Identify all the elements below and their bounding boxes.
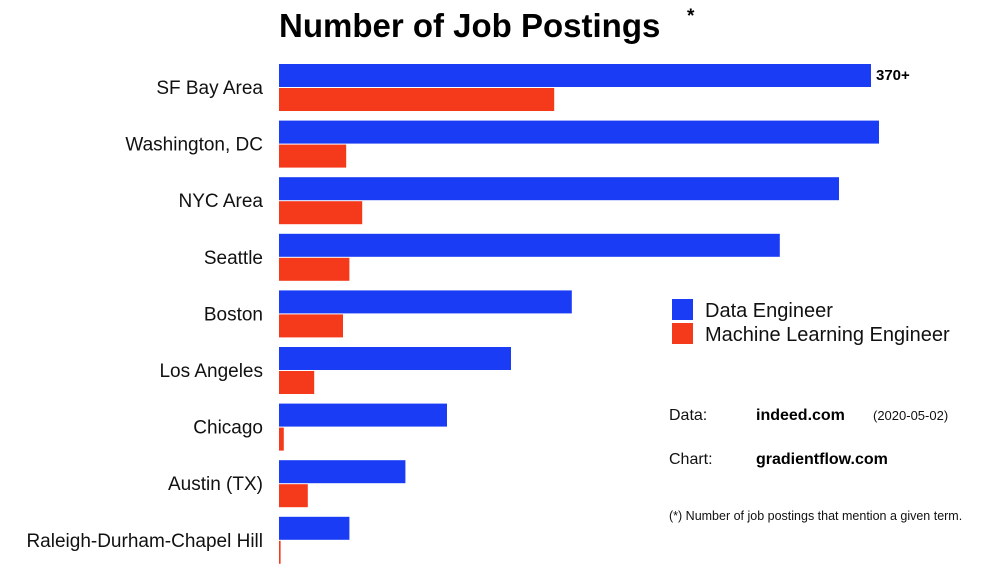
bar-machine-learning-engineer-seattle xyxy=(279,257,350,281)
data-source-key: Data: xyxy=(669,407,707,424)
category-label-sf-bay-area: SF Bay Area xyxy=(156,78,263,99)
bar-machine-learning-engineer-boston xyxy=(279,314,343,338)
bar-data-engineer-seattle xyxy=(279,233,780,257)
legend-label-ml-engineer: Machine Learning Engineer xyxy=(705,324,950,346)
bar-data-engineer-sf-bay-area xyxy=(279,64,871,87)
legend-label-data-engineer: Data Engineer xyxy=(705,300,833,322)
bar-machine-learning-engineer-los-angeles xyxy=(279,371,315,394)
category-label-raleigh-durham-chapel-hill: Raleigh-Durham-Chapel Hill xyxy=(26,531,263,552)
bar-data-engineer-nyc-area xyxy=(279,177,839,201)
category-label-seattle: Seattle xyxy=(204,248,263,269)
bar-machine-learning-engineer-chicago xyxy=(279,427,284,451)
bar-data-engineer-los-angeles xyxy=(279,347,511,370)
bar-machine-learning-engineer-raleigh-durham-chapel-hill xyxy=(279,540,281,564)
bar-data-engineer-washington-dc xyxy=(279,120,879,144)
data-source-date: (2020-05-02) xyxy=(873,408,948,423)
chart-source-key: Chart: xyxy=(669,451,713,468)
bar-group: 370+ xyxy=(279,64,910,564)
category-label-chicago: Chicago xyxy=(193,418,263,439)
legend-swatch-data-engineer xyxy=(672,299,693,320)
category-label-nyc-area: NYC Area xyxy=(179,191,264,212)
category-label-austin-tx: Austin (TX) xyxy=(168,474,263,495)
bar-data-engineer-boston xyxy=(279,290,572,314)
bar-data-engineer-austin-tx xyxy=(279,460,406,484)
data-source-value: indeed.com xyxy=(756,407,845,424)
category-label-boston: Boston xyxy=(204,304,263,325)
bar-data-engineer-raleigh-durham-chapel-hill xyxy=(279,516,350,540)
chart-source-value: gradientflow.com xyxy=(756,451,888,468)
chart-title: Number of Job Postings xyxy=(279,7,660,44)
category-label-los-angeles: Los Angeles xyxy=(159,361,263,382)
source-notes: Data: indeed.com (2020-05-02) Chart: gra… xyxy=(669,407,962,523)
bar-data-engineer-chicago xyxy=(279,403,447,427)
legend-swatch-ml-engineer xyxy=(672,323,693,344)
category-label-washington-dc: Washington, DC xyxy=(125,135,263,156)
footnote: (*) Number of job postings that mention … xyxy=(669,509,962,523)
category-labels: SF Bay Area Washington, DC NYC Area Seattle… xyxy=(26,78,263,552)
bar-machine-learning-engineer-austin-tx xyxy=(279,484,308,508)
bar-machine-learning-engineer-nyc-area xyxy=(279,201,363,225)
bar-machine-learning-engineer-washington-dc xyxy=(279,144,347,168)
data-label-sf-bay-area: 370+ xyxy=(876,67,910,84)
legend: Data Engineer Machine Learning Engineer xyxy=(672,299,950,346)
chart-title-asterisk: * xyxy=(687,6,695,27)
bar-machine-learning-engineer-sf-bay-area xyxy=(279,88,555,111)
